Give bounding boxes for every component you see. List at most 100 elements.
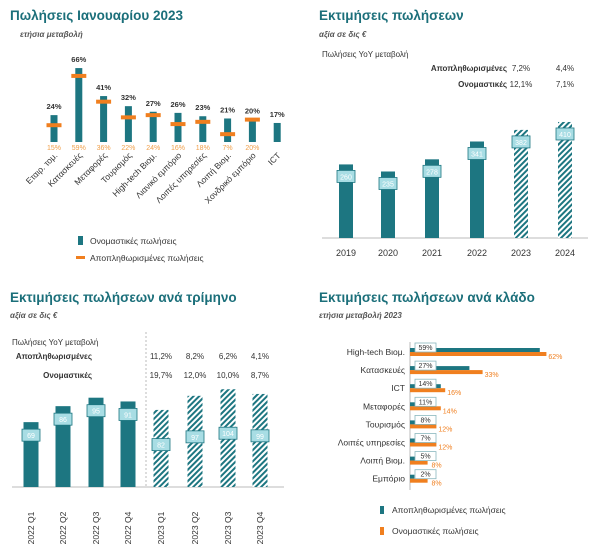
deflated-value-label: 11% — [419, 399, 433, 406]
nominal-value-label: 24% — [46, 102, 61, 111]
nominal-bar — [410, 352, 547, 356]
deflated-bar — [410, 366, 470, 371]
deflated-marker — [244, 117, 260, 122]
deflated-value-label: 59% — [418, 345, 432, 352]
sales-bar — [425, 159, 439, 238]
yoy-value: 8,7% — [251, 371, 269, 380]
sales-value-label: 410 — [559, 132, 571, 139]
quarter-value-label-box — [185, 430, 205, 444]
deflated-value-label: 27% — [418, 363, 432, 370]
quarter-label: 2023 Q1 — [156, 511, 166, 544]
quarter-value-label-box — [250, 429, 270, 443]
deflated-value-label: 16% — [171, 145, 185, 152]
nominal-value-label: 20% — [245, 107, 260, 116]
nominal-bar — [50, 115, 58, 142]
panel1-title: Πωλήσεις Ιανουαρίου 2023 — [10, 8, 184, 23]
quarter-bar — [120, 401, 136, 487]
deflated-marker — [46, 123, 62, 128]
yoy-row-label: Αποπληθωρισμένες — [431, 64, 507, 73]
nominal-bar — [199, 116, 207, 142]
nominal-bar — [410, 460, 428, 465]
quarter-label: 2022 Q2 — [58, 511, 68, 544]
deflated-label-box — [414, 433, 437, 443]
quarter-value-label: 82 — [157, 443, 165, 450]
sales-value-label-box — [378, 177, 398, 190]
panel1-chart: 24%15%Εταιρ. τομ.66%59%Κατασκευές41%36%Μ… — [24, 55, 285, 263]
sales-value-label: 278 — [426, 169, 438, 176]
quarter-value-label: 91 — [124, 412, 132, 419]
deflated-label-box — [414, 360, 437, 371]
sales-value-label-box — [422, 164, 442, 178]
deflated-label-box — [414, 451, 437, 462]
deflated-value-label: 8% — [420, 417, 430, 424]
nominal-bar — [124, 106, 132, 142]
panel3-chart: Πωλήσεις YoY μεταβολή Αποπληθωρισμένες 11,… — [12, 332, 284, 544]
quarter-label: 2022 Q4 — [123, 511, 133, 544]
nominal-value-label: 33% — [485, 372, 499, 379]
nominal-bar — [224, 118, 232, 142]
panel4-chart: High-tech Βιομ. 59% 62% Κατασκευές 27% 33% ICT… — [338, 342, 562, 536]
legend-deflated-label: Αποπληθωρισμένες πωλήσεις — [90, 253, 204, 263]
sales-bar — [514, 129, 528, 238]
deflated-marker — [170, 122, 186, 127]
deflated-marker — [120, 115, 136, 120]
quarter-value-label: 69 — [27, 433, 35, 440]
nominal-value-label: 26% — [170, 100, 185, 109]
sales-value-label: 235 — [382, 181, 394, 188]
year-label: 2019 — [336, 248, 356, 258]
nominal-bar — [273, 122, 281, 142]
nominal-value-label: 41% — [96, 83, 111, 92]
quarter-value-label: 97 — [191, 435, 199, 442]
yoy-value: 12,0% — [184, 371, 207, 380]
yoy-header: Πωλήσεις YoY μεταβολή — [12, 338, 98, 347]
quarter-value-label-box — [21, 428, 41, 442]
panel2-subtitle: αξία σε δις € — [319, 30, 367, 39]
deflated-value-label: 5% — [420, 454, 430, 461]
deflated-value-label: 15% — [47, 145, 61, 152]
nominal-value-label: 8% — [432, 481, 442, 488]
yoy-value: 7,1% — [556, 80, 574, 89]
year-label: 2024 — [555, 248, 575, 258]
deflated-value-label: 24% — [146, 145, 160, 152]
nominal-value-label: 12% — [438, 426, 452, 433]
nominal-value-label: 17% — [270, 110, 285, 119]
legend-deflated-label: Αποπληθωρισμένες πωλήσεις — [392, 505, 506, 515]
sales-value-label: 341 — [471, 151, 483, 158]
nominal-value-label: 62% — [548, 354, 562, 361]
category-label: ICT — [266, 150, 283, 167]
yoy-value: 6,2% — [219, 352, 237, 361]
panel2-chart: Πωλήσεις YoY μεταβολή Αποπληθωρισμένες 7,2… — [322, 50, 588, 258]
nominal-bar — [100, 96, 108, 142]
year-label: 2022 — [467, 248, 487, 258]
nominal-value-label: 8% — [432, 463, 442, 470]
sector-label: High-tech Βιομ. — [347, 347, 405, 357]
yoy-value: 4,1% — [251, 352, 269, 361]
yoy-value: 4,4% — [556, 64, 574, 73]
nominal-value-label: 27% — [146, 99, 161, 108]
nominal-bar — [174, 112, 182, 142]
legend-deflated-swatch — [76, 256, 85, 259]
quarter-label: 2023 Q3 — [223, 511, 233, 544]
deflated-marker — [145, 113, 161, 118]
nominal-bar — [410, 424, 437, 429]
sales-value-label-box — [336, 170, 356, 183]
quarter-value-label-box — [86, 404, 106, 418]
deflated-marker — [96, 99, 112, 104]
deflated-bar — [410, 348, 540, 352]
nominal-value-label: 23% — [195, 103, 210, 112]
quarter-label: 2023 Q4 — [255, 511, 265, 544]
yoy-row-label: Ονομαστικές — [458, 80, 507, 89]
sales-value-label: 382 — [515, 140, 527, 147]
yoy-value: 8,2% — [186, 352, 204, 361]
sector-label: Κατασκευές — [361, 365, 405, 375]
nominal-bar — [410, 406, 441, 411]
deflated-value-label: 20% — [245, 145, 259, 152]
deflated-label-box — [414, 342, 437, 353]
nominal-bar — [149, 111, 157, 142]
legend-nominal-swatch — [78, 236, 83, 245]
quarter-bar — [55, 406, 71, 487]
nominal-bar — [410, 370, 483, 375]
sector-label: Εμπόριο — [372, 474, 405, 484]
nominal-value-label: 21% — [220, 105, 235, 114]
